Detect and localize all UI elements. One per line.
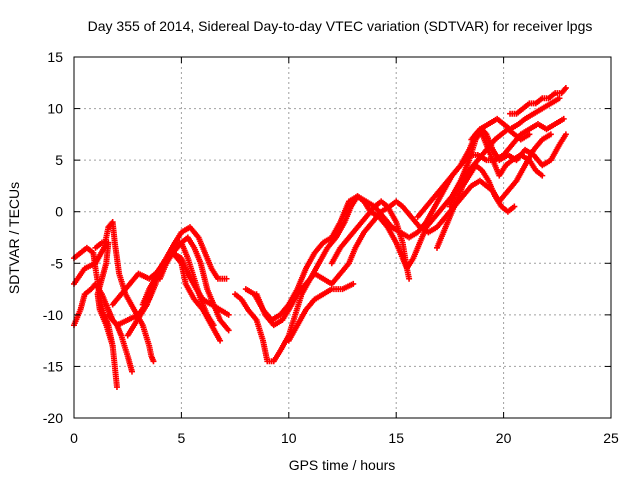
series-trace-8 [139,224,230,308]
data-point-marker [210,322,217,329]
data-point-marker [560,115,567,122]
y-tick-label: 0 [55,204,63,220]
x-tick-label: 20 [496,430,512,446]
y-tick-label: -20 [43,410,63,426]
y-tick-label: -5 [51,255,64,271]
data-point-marker [539,172,546,179]
y-axis-ticks: 15 10 5 0 -5 -10 -15 -20 [43,49,611,426]
x-tick-label: 0 [70,430,78,446]
series-trace-9 [156,249,232,318]
data-point-marker [511,203,518,210]
grid-lines [74,57,611,418]
data-point-marker [109,342,116,349]
series-trace-11 [242,115,567,324]
data-point-marker [562,84,569,91]
data-point-marker [556,95,563,102]
series-trace-19 [468,95,563,143]
x-tick-label: 25 [603,430,619,446]
data-point-marker [217,337,224,344]
x-tick-label: 5 [178,430,186,446]
series-trace-16 [434,162,518,251]
data-point-marker [526,131,533,138]
series-trace-14 [328,198,413,282]
x-axis-ticks: 0 5 10 15 20 25 [70,57,619,446]
x-tick-label: 10 [281,430,297,446]
y-tick-label: 10 [47,101,63,117]
x-axis-label: GPS time / hours [289,457,396,473]
series-trace-1 [71,219,157,365]
x-tick-label: 15 [388,430,404,446]
series-trace-15 [414,126,546,220]
data-point-marker [406,275,413,282]
series-trace-13 [285,280,357,344]
data-point-marker [150,358,157,365]
data-point-marker [223,275,230,282]
y-axis-label: SDTVAR / TECUs [6,182,22,294]
plot-frame [73,56,612,419]
chart-title: Day 355 of 2014, Sidereal Day-to-day VTE… [88,18,593,34]
y-tick-label: 5 [55,152,63,168]
data-point-marker [350,280,357,287]
data-point-marker [562,131,569,138]
y-tick-label: -15 [43,358,63,374]
y-tick-label: 15 [47,49,63,65]
series-trace-4 [92,239,116,349]
data-point-marker [128,368,135,375]
data-point-marker [547,131,554,138]
data-point-marker [225,311,232,318]
series-trace-17 [446,126,533,210]
data-point-marker [113,384,120,391]
series-trace-18 [507,84,569,117]
y-tick-label: -10 [43,307,63,323]
data-points [71,84,569,391]
data-point-marker [225,327,232,334]
